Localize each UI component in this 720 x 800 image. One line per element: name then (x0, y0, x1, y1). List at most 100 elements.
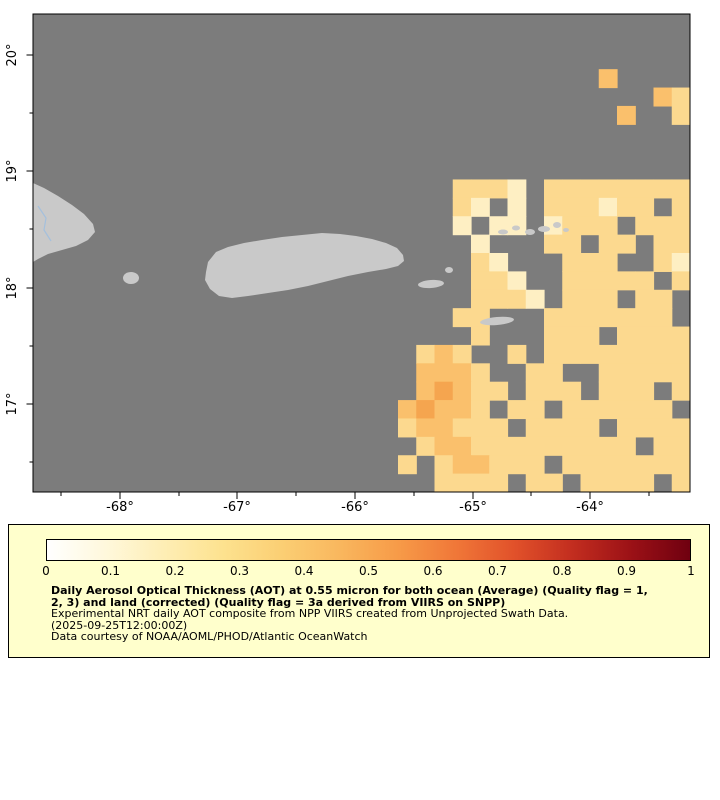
aot-cell (471, 436, 490, 456)
virgin-island (538, 226, 550, 232)
aot-cell (617, 271, 636, 291)
aot-cell (434, 400, 454, 420)
aot-cell (416, 344, 436, 364)
aot-cell (617, 455, 636, 475)
aot-cell (452, 436, 472, 456)
aot-cell (580, 289, 600, 309)
aot-cell (653, 455, 673, 475)
aot-cell (635, 455, 655, 475)
aot-cell (671, 473, 690, 492)
aot-cell (525, 473, 545, 492)
lon-label: -64° (576, 500, 604, 515)
aot-cell (653, 418, 673, 438)
colorbar-tick-label: 0.9 (616, 564, 637, 578)
aot-cell (671, 326, 690, 346)
aot-cell (434, 381, 454, 401)
colorbar-tick-label: 0.3 (229, 564, 250, 578)
aot-cell (580, 473, 600, 492)
aot-cell (617, 473, 636, 492)
aot-cell (617, 197, 636, 217)
aot-cell (452, 344, 472, 364)
aot-cell (580, 400, 600, 420)
aot-cell (562, 418, 582, 438)
aot-cell (525, 400, 545, 420)
aot-cell (398, 418, 417, 438)
aot-cell (544, 418, 563, 438)
aot-cell (507, 400, 527, 420)
aot-cell (562, 455, 582, 475)
aot-cell (617, 363, 636, 383)
aot-cell (671, 418, 690, 438)
aot-cell (653, 216, 673, 236)
aot-cell (562, 344, 582, 364)
aot-cell (507, 344, 527, 364)
aot-cell (507, 436, 527, 456)
aot-cell (471, 381, 490, 401)
aot-cell (507, 271, 527, 291)
colorbar-tick-label: 0.8 (552, 564, 572, 578)
aot-cell (471, 197, 490, 217)
aot-cell (635, 344, 655, 364)
aot-cell (598, 253, 618, 272)
aot-cell (452, 381, 472, 401)
aot-cell (598, 179, 618, 199)
aot-cell (598, 381, 618, 401)
aot-cell (544, 436, 563, 456)
aot-cell (452, 473, 472, 492)
aot-cell (562, 216, 582, 236)
aot-cell (580, 418, 600, 438)
colorbar-tick-label: 0.2 (165, 564, 185, 578)
aot-cell (525, 455, 545, 475)
aot-cell (635, 197, 655, 217)
colorbar-scale: 0 0.1 0.2 0.3 0.4 0.5 0.6 0.7 0.8 0.9 1 (42, 564, 695, 579)
aot-cell (635, 308, 655, 328)
aot-cell (562, 289, 582, 309)
lon-label: -65° (459, 500, 487, 515)
map-frame (32, 13, 691, 493)
aot-cell (598, 473, 618, 492)
aot-cell (544, 344, 563, 364)
aot-cell (489, 289, 509, 309)
aot-cell (562, 400, 582, 420)
colorbar-tick-label: 0.7 (487, 564, 508, 578)
aot-cell (471, 363, 490, 383)
aot-cell (598, 344, 618, 364)
culebra-island (445, 267, 453, 273)
lat-label: 20° (5, 43, 20, 66)
aot-data-layer (398, 69, 690, 492)
virgin-island (498, 229, 508, 235)
aot-cell (598, 363, 618, 383)
aot-cell (452, 363, 472, 383)
aot-cell (544, 308, 563, 328)
colorbar-tick-label: 0.6 (423, 564, 443, 578)
aot-cell (617, 105, 636, 125)
aot-cell (471, 234, 490, 254)
aot-cell (544, 326, 563, 346)
aot-cell (617, 344, 636, 364)
colorbar-tick-label: 0.5 (358, 564, 379, 578)
caption-credit: Data courtesy of NOAA/AOML/PHOD/Atlantic… (51, 630, 368, 643)
aot-cell (653, 87, 673, 107)
aot-cell (598, 436, 618, 456)
aot-cell (617, 234, 636, 254)
colorbar-tick-label: 1 (687, 564, 695, 578)
aot-cell (653, 179, 673, 199)
axis-labels: 20° 19° 18° 17° -68° -67° -66° -65° -64° (5, 43, 604, 515)
aot-cell (671, 179, 690, 199)
aot-cell (635, 473, 655, 492)
aot-cell (416, 400, 436, 420)
colorbar-tick-label: 0.4 (294, 564, 314, 578)
aot-cell (653, 308, 673, 328)
aot-cell (598, 234, 618, 254)
aot-cell (434, 363, 454, 383)
aot-cell (671, 271, 690, 291)
aot-cell (489, 418, 509, 438)
aot-cell (598, 400, 618, 420)
aot-cell (452, 197, 472, 217)
aot-cell (653, 363, 673, 383)
legend-panel: 0 0.1 0.2 0.3 0.4 0.5 0.6 0.7 0.8 0.9 1 … (8, 524, 710, 658)
aot-cell (635, 418, 655, 438)
lon-label: -66° (341, 500, 369, 515)
lon-label: -67° (223, 500, 251, 515)
aot-cell (471, 179, 490, 199)
